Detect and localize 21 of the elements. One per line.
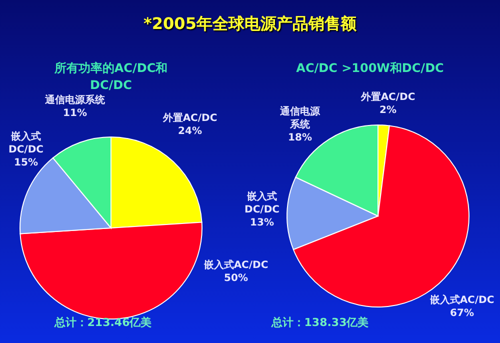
slice-label: 嵌入式DC/DC — [244, 190, 280, 216]
data-label: 11% — [62, 107, 88, 120]
data-label: 2% — [378, 104, 398, 117]
data-label: 13% — [249, 216, 275, 230]
slice-label: 嵌入式DC/DC — [8, 130, 44, 156]
data-label: 15% — [13, 156, 39, 170]
data-label: 18% — [287, 132, 313, 144]
slice-label: 通信电源系统 — [45, 94, 105, 107]
chart-subtitle: 所有功率的AC/DC和DC/DC — [53, 60, 169, 94]
slice-label: 嵌入式AC/DC — [202, 259, 270, 272]
slice-label: 外置AC/DC — [360, 91, 416, 104]
data-label: 67% — [449, 307, 475, 320]
data-label: 50% — [223, 272, 249, 285]
slice-label: 通信电源系统 — [279, 106, 321, 132]
data-label: 24% — [177, 125, 203, 138]
slice-label: 外置AC/DC — [162, 112, 218, 125]
chart-title: *2005年全球电源产品销售额 — [144, 14, 356, 35]
text: 总计：213.46亿美 — [54, 315, 152, 330]
text: 总计：138.33亿美 — [271, 315, 369, 330]
chart-title: AC/DC >100W和DC/DC — [295, 60, 445, 77]
slice-label: 嵌入式AC/DC — [428, 294, 496, 307]
